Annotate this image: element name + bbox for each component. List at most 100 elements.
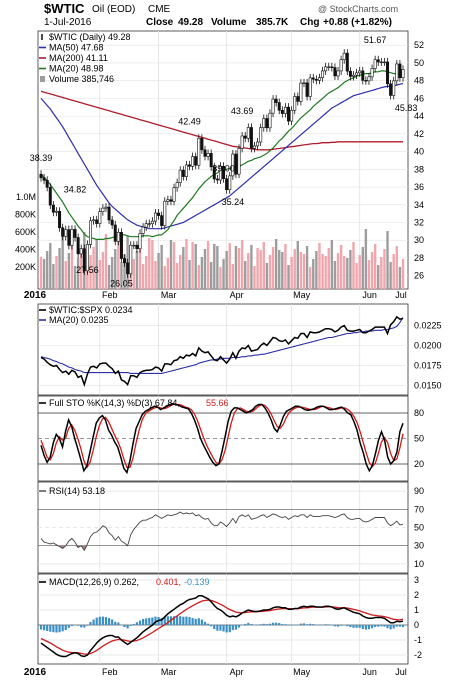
price-x-label: Jun — [362, 290, 377, 300]
macd-histogram-bar — [138, 620, 142, 625]
price-y-tick: 36 — [414, 182, 424, 192]
header-close-label: Close — [146, 17, 174, 28]
volume-bar — [101, 252, 105, 289]
candle-body — [98, 211, 102, 224]
volume-bar — [383, 249, 386, 289]
price-x-label: Jul — [395, 290, 407, 300]
rsi-y-tick: 90 — [414, 486, 424, 496]
macd-histogram-bar — [64, 625, 67, 631]
candle-body — [54, 210, 58, 213]
candle-body — [206, 153, 210, 157]
candle-body — [234, 153, 238, 175]
macd-histogram-bar — [135, 622, 139, 625]
price-annotation: 38.39 — [30, 153, 53, 163]
price-annotation: 42.49 — [178, 117, 201, 127]
volume-bar — [138, 243, 142, 289]
macd-histogram-bar — [194, 618, 197, 625]
price-annotation: 51.67 — [364, 35, 387, 45]
candle-body — [184, 164, 188, 177]
axis-ticks: 2016 Feb Mar Apr May Jun Jul 2016 Feb Mar Apr May Ju… — [15, 40, 442, 678]
candle-body — [351, 74, 355, 77]
ratio-y-tick: 0.0175 — [414, 360, 442, 370]
candle-body — [373, 59, 377, 69]
candle-body — [209, 153, 213, 168]
volume-bar — [45, 251, 49, 289]
candle-body — [274, 98, 278, 103]
candle-body — [395, 63, 399, 82]
macd-histogram-bar — [271, 622, 275, 625]
volume-tick: 1.0M — [16, 192, 36, 202]
rsi-line — [40, 511, 404, 552]
macd-histogram-bar — [191, 617, 194, 625]
macd-histogram-bar — [197, 618, 200, 625]
volume-bar — [231, 264, 235, 289]
legend-label-ma20: MA(20) 48.98 — [49, 64, 104, 74]
volume-bar — [58, 248, 61, 289]
volume-bar — [70, 245, 74, 289]
macd-histogram-bar — [259, 624, 262, 625]
macd-histogram-bar — [330, 625, 333, 626]
macd-histogram-bar — [114, 621, 117, 625]
volume-bar — [278, 250, 281, 289]
candle-body — [95, 219, 99, 224]
stochastic-lines — [40, 402, 404, 475]
legend-label-price: $WTIC (Daily) 49.28 — [49, 32, 131, 42]
candle-body — [126, 262, 130, 275]
macd-histogram-bar — [364, 625, 367, 630]
price-x-label: Feb — [102, 290, 118, 300]
macd-histogram-bar — [312, 624, 315, 625]
candle-body — [104, 206, 108, 209]
macd-histogram-bar — [293, 624, 296, 626]
macd-histogram-bar — [163, 617, 166, 625]
volume-bar — [213, 244, 216, 289]
volume-bar — [284, 244, 287, 289]
candle-body — [92, 219, 96, 222]
legend-label-sto-d: 55.66 — [206, 398, 229, 408]
macd-histogram-bar — [278, 623, 281, 625]
macd-histogram-bar — [210, 625, 213, 627]
volume-bar — [61, 230, 64, 289]
macd-histogram-bar — [321, 624, 324, 626]
price-annotation: 27.56 — [76, 265, 99, 275]
volume-bar — [129, 267, 132, 289]
macd-histogram-bar — [179, 616, 182, 625]
candle-body — [364, 80, 368, 82]
macd-histogram-bar — [336, 625, 340, 627]
sto-y-tick: 20 — [414, 459, 424, 469]
volume-bar — [373, 244, 377, 289]
macd-histogram-bar — [386, 625, 389, 629]
candle-body — [150, 220, 154, 224]
macd-histogram-bar — [111, 619, 114, 625]
volume-bar — [117, 241, 120, 289]
volume-bar — [160, 245, 163, 289]
volume-bar — [92, 247, 95, 289]
volume-bar — [259, 250, 262, 289]
ratio-line — [40, 315, 404, 388]
rsi-y-tick: 70 — [414, 504, 424, 514]
legend-label-sto-k: Full STO %K(14,3) %D(3) 67.84, — [49, 398, 180, 408]
candle-body — [132, 244, 136, 247]
price-annotation: 43.69 — [231, 106, 254, 116]
macd-histogram-bar — [142, 619, 145, 625]
volume-bar — [219, 267, 222, 289]
volume-bar — [123, 254, 126, 289]
candle-body — [85, 244, 89, 272]
candle-body — [358, 70, 362, 74]
candle-body — [262, 118, 266, 128]
candle-body — [252, 145, 256, 149]
macd-histogram-bar — [83, 625, 86, 628]
candle-body — [379, 61, 383, 64]
volume-bar — [49, 243, 52, 289]
macd-histogram-bar — [42, 625, 46, 631]
candle-body — [324, 66, 328, 72]
candle-body — [215, 178, 219, 181]
legend-label-rsi: RSI(14) 53.18 — [49, 486, 105, 496]
volume-bar — [268, 255, 272, 289]
macd-histogram-bar — [346, 625, 349, 627]
volume-bar — [110, 257, 114, 289]
candle-body — [277, 102, 281, 111]
macd-histogram-bar — [309, 623, 312, 625]
candle-body — [367, 76, 371, 82]
volume-bar — [182, 247, 185, 289]
macd-histogram-bar — [222, 625, 225, 632]
